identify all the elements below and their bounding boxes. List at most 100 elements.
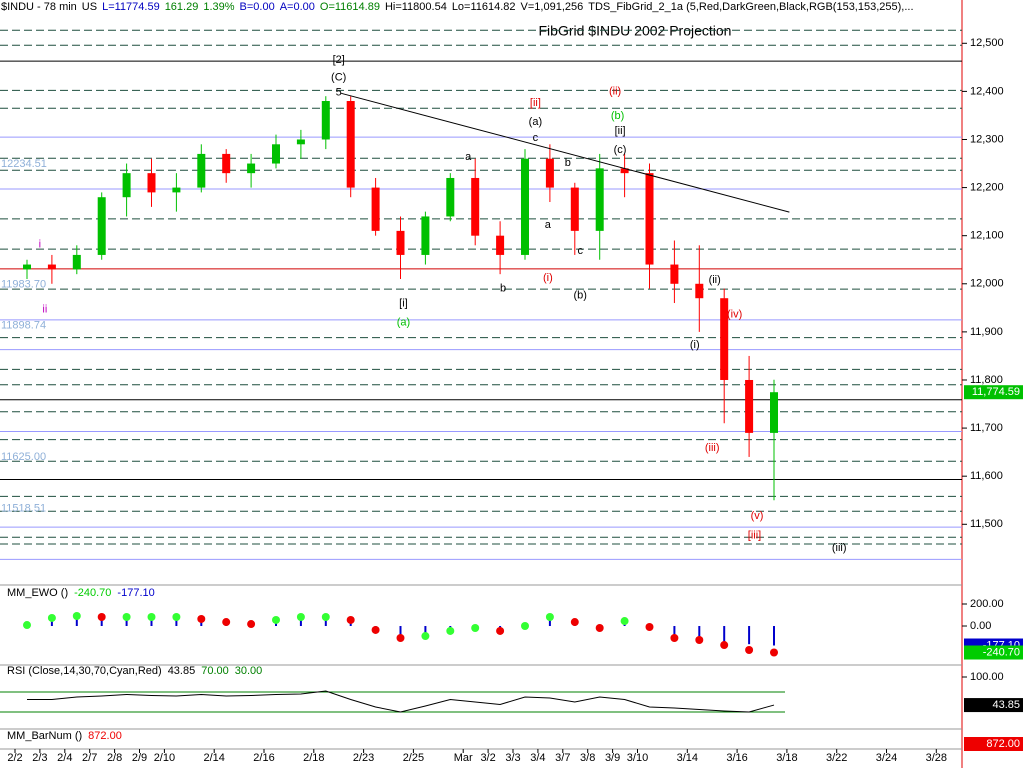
ewo-dot xyxy=(620,617,629,626)
ewo-dot xyxy=(346,615,355,624)
x-tick-label: 2/14 xyxy=(203,752,224,764)
wave-label: (iv) xyxy=(727,308,742,320)
y-tick-label: 0.00 xyxy=(970,620,991,632)
wave-label: i xyxy=(39,239,41,251)
candle-body xyxy=(172,187,181,193)
wave-label: (i) xyxy=(690,339,700,351)
wave-label: (a) xyxy=(529,116,542,128)
y-tick-label: 11,700 xyxy=(970,422,1003,434)
candle-body xyxy=(645,173,654,265)
candle-body xyxy=(371,187,380,231)
ewo-dot xyxy=(97,612,106,621)
legend-item: RSI (Close,14,30,70,Cyan,Red) xyxy=(7,665,162,677)
x-tick-label: 2/4 xyxy=(57,752,72,764)
wave-label: (iii) xyxy=(832,542,847,554)
x-tick-label: 2/3 xyxy=(32,752,47,764)
ewo-dot xyxy=(23,621,31,630)
ewo-dot xyxy=(770,648,778,657)
header: $INDU - 78 min US L=11774.59 161.29 1.39% B=0… xyxy=(1,1,914,13)
candle-body xyxy=(446,177,455,217)
ewo-dot xyxy=(720,641,729,650)
y-tick-label: 12,100 xyxy=(970,230,1004,242)
ewo-dot xyxy=(670,634,679,643)
wave-label: b xyxy=(500,283,506,295)
x-tick-label: 2/23 xyxy=(353,752,374,764)
x-tick-label: 3/4 xyxy=(530,752,545,764)
ewo-dot xyxy=(122,612,131,621)
x-tick-label: 3/9 xyxy=(605,752,620,764)
ewo-dot xyxy=(272,615,280,624)
wave-label: [i] xyxy=(399,297,408,309)
header-item: A=0.00 xyxy=(280,1,315,13)
candle-body xyxy=(147,173,156,193)
ewo-dot xyxy=(371,625,380,634)
chart-title: FibGrid $INDU 2002 Projection xyxy=(539,23,732,39)
candle-body xyxy=(670,264,679,284)
wave-label: (b) xyxy=(611,110,624,122)
header-item: L=11774.59 xyxy=(102,1,160,13)
ewo-dot xyxy=(421,632,430,641)
y-tick-label: 200.00 xyxy=(970,598,1004,610)
ewo-dot xyxy=(247,620,256,629)
x-tick-label: 3/10 xyxy=(627,752,648,764)
wave-label: a xyxy=(465,151,472,163)
candle-body xyxy=(321,101,330,140)
candle-body xyxy=(720,298,729,380)
ewo-dot xyxy=(645,623,654,632)
header-item: Hi=11800.54 xyxy=(385,1,447,13)
ewo-dot xyxy=(570,618,579,627)
value-box-label: -240.70 xyxy=(983,646,1020,658)
header-item: US xyxy=(82,1,97,13)
y-tick-label: 12,300 xyxy=(970,133,1004,145)
wave-label: [2] xyxy=(333,54,345,66)
x-tick-label: 3/28 xyxy=(926,752,947,764)
x-tick-label: 2/18 xyxy=(303,752,324,764)
value-box xyxy=(964,737,1023,751)
wave-label: ii xyxy=(42,304,47,316)
x-tick-label: 3/18 xyxy=(776,752,797,764)
x-tick-label: 2/2 xyxy=(7,752,22,764)
candle-body xyxy=(421,216,430,255)
fib-level-label: 11518.51 xyxy=(1,502,46,514)
header-item: B=0.00 xyxy=(240,1,275,13)
candle-body xyxy=(620,168,629,174)
ewo-dot xyxy=(321,612,330,621)
ewo-dot xyxy=(172,612,181,621)
fib-level-label: 11625.00 xyxy=(1,451,46,463)
x-tick-label: 2/9 xyxy=(132,752,147,764)
ewo-dot xyxy=(471,623,480,632)
x-tick-label: 3/7 xyxy=(555,752,570,764)
candle-body xyxy=(570,187,579,231)
wave-label: (ii) xyxy=(709,274,721,286)
legend-item: MM_BarNum () xyxy=(7,730,82,742)
value-box-label: 11,774.59 xyxy=(972,386,1020,398)
wave-label: c xyxy=(577,245,583,257)
ewo-dot xyxy=(296,612,305,621)
rsi-line xyxy=(27,690,775,713)
wave-label: (i) xyxy=(543,272,553,284)
pane-legend: RSI (Close,14,30,70,Cyan,Red) 43.85 70.00 3… xyxy=(7,665,262,677)
value-box xyxy=(964,698,1023,713)
candle-body xyxy=(122,173,131,198)
y-tick-label: 12,000 xyxy=(970,278,1004,290)
legend-item: 30.00 xyxy=(235,665,263,677)
candle-body xyxy=(521,158,529,255)
wave-label: (a) xyxy=(397,317,410,329)
wave-label: (v) xyxy=(751,510,764,522)
candle-body xyxy=(47,264,56,270)
ewo-dot xyxy=(446,626,455,635)
ewo-dot xyxy=(396,634,405,643)
x-tick-label: 2/16 xyxy=(253,752,274,764)
wave-label: a xyxy=(545,219,552,231)
x-tick-label: 3/3 xyxy=(505,752,520,764)
candle-body xyxy=(545,158,554,188)
x-tick-label: 3/8 xyxy=(580,752,595,764)
x-tick-label: 3/2 xyxy=(480,752,495,764)
y-tick-label: 12,200 xyxy=(970,181,1004,193)
y-tick-label: 12,400 xyxy=(970,85,1004,97)
candle-body xyxy=(496,235,505,255)
legend-item: 70.00 xyxy=(201,665,229,677)
wave-label: [ii] xyxy=(615,125,626,137)
